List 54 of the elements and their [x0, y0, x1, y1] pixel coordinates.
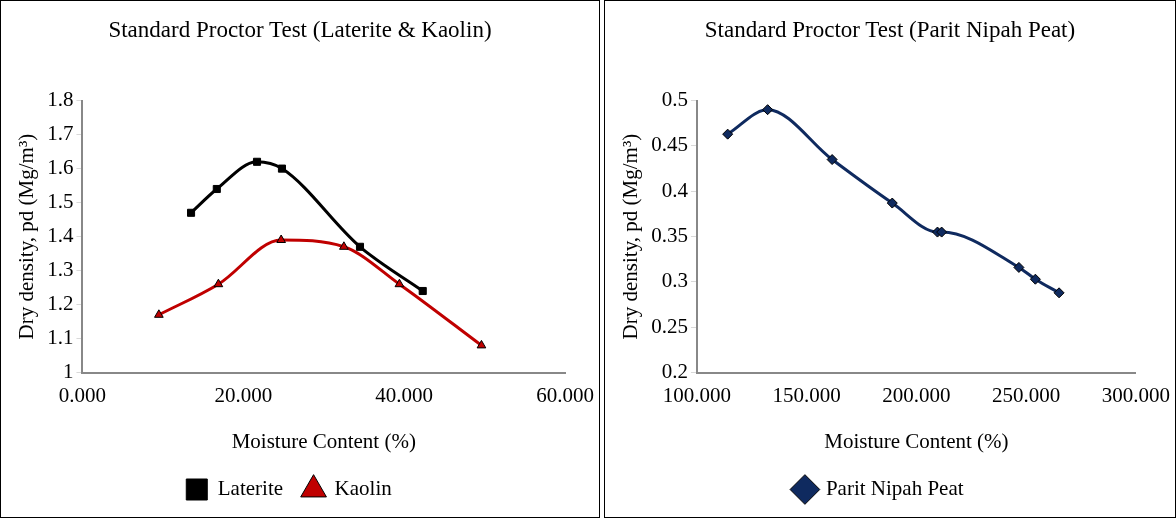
y-tick-label: 1.8 [47, 87, 74, 112]
point [252, 157, 262, 166]
point [339, 241, 349, 250]
y-tick-label: 1.4 [47, 223, 74, 248]
y-tick-label: 1.2 [47, 291, 74, 316]
point [936, 226, 948, 238]
y-tick-label: 1 [62, 359, 74, 384]
x-tick-label: 60.000 [536, 382, 594, 407]
y-axis-title: Dry density, pd (Mg/m³) [14, 133, 39, 340]
point [277, 164, 286, 173]
x-tick-label: 20.000 [214, 382, 273, 407]
legend-label: Kaolin [334, 476, 393, 501]
point [762, 104, 774, 116]
x-tick-label: 40.000 [375, 382, 434, 407]
point [355, 242, 365, 251]
y-tick-label: 0.45 [651, 132, 688, 157]
x-tick-label: 300.000 [1101, 382, 1170, 407]
legend-label: Laterite [217, 476, 284, 501]
y-tick-label: 0.35 [651, 223, 688, 248]
point [418, 286, 427, 296]
y-tick-label: 1.5 [47, 189, 74, 214]
point [1029, 273, 1041, 285]
point [154, 309, 164, 318]
y-tick-label: 0.3 [661, 268, 688, 293]
legend-label: Parit Nipah Peat [825, 476, 964, 501]
y-tick-label: 0.5 [661, 87, 688, 112]
y-tick-label: 1.6 [47, 155, 74, 180]
point [722, 128, 734, 140]
point [1013, 261, 1025, 273]
point [394, 278, 405, 288]
point [187, 208, 196, 217]
x-tick-label: 0.000 [58, 382, 107, 407]
y-tick-label: 1.3 [47, 257, 74, 282]
y-tick-label: 0.25 [651, 313, 688, 338]
x-axis-title: Moisture Content (%) [231, 428, 416, 453]
x-axis-title: Moisture Content (%) [824, 428, 1009, 453]
y-tick-label: 1.1 [47, 325, 74, 350]
x-tick-label: 200.000 [882, 382, 951, 407]
x-tick-label: 150.000 [772, 382, 841, 407]
point [1053, 287, 1065, 299]
y-axis-title: Dry density, pd (Mg/m³) [618, 133, 643, 340]
chart-title: Standard Proctor Test (Laterite & Kaolin) [107, 16, 493, 44]
point [476, 339, 487, 349]
point [212, 184, 221, 194]
y-tick-label: 1.7 [47, 121, 74, 146]
point [276, 234, 286, 243]
point [886, 197, 898, 209]
x-tick-label: 250.000 [992, 382, 1061, 407]
point [213, 278, 224, 288]
y-tick-label: 0.2 [661, 359, 688, 384]
chart-title: Standard Proctor Test (Parit Nipah Peat) [703, 16, 1077, 44]
x-tick-label: 100.000 [662, 382, 732, 407]
y-tick-label: 0.4 [661, 177, 689, 202]
point [826, 154, 838, 166]
